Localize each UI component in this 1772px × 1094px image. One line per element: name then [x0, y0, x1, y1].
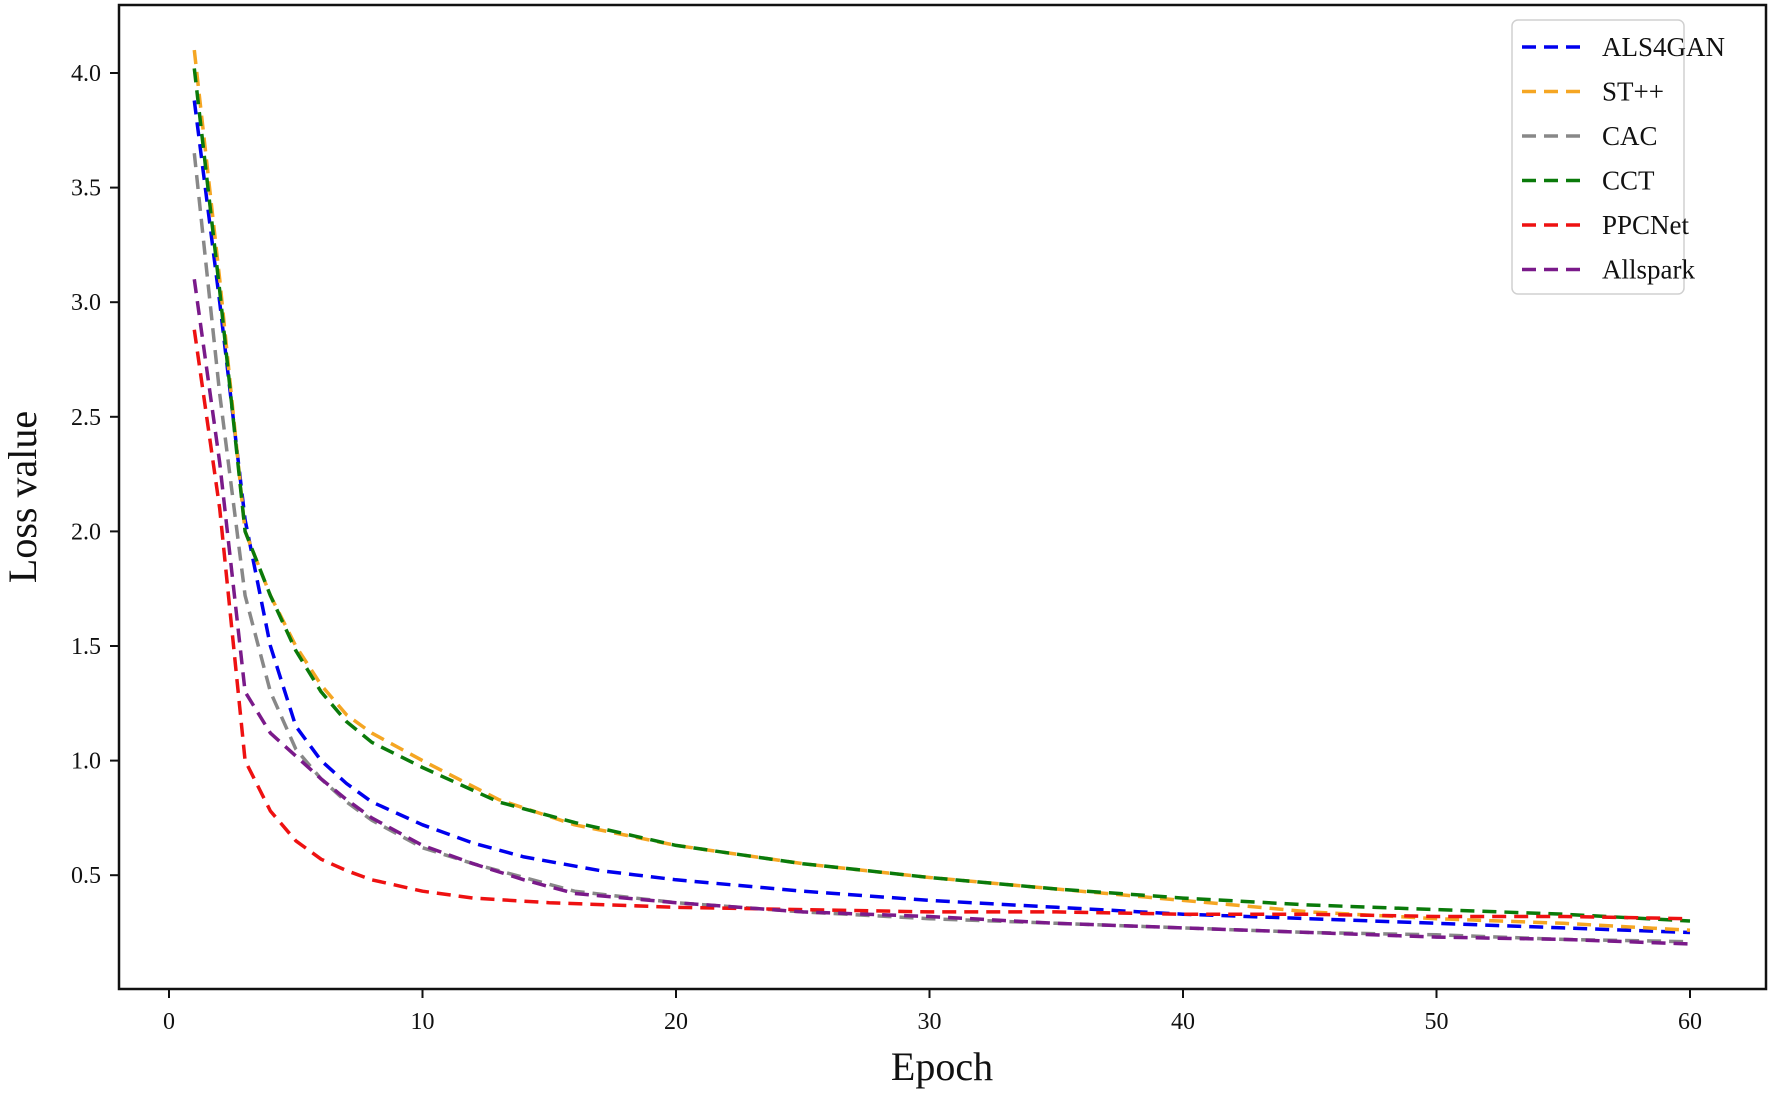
- series-line-cct: [192, 68, 1691, 923]
- y-axis-label: Loss value: [0, 411, 45, 583]
- y-tick-label: 2.5: [71, 405, 101, 431]
- series-line-als4gan: [192, 100, 1691, 935]
- legend-label: PPCNet: [1602, 210, 1690, 240]
- x-tick-label: 30: [918, 1009, 942, 1035]
- series-layer: [192, 49, 1691, 946]
- x-tick-label: 0: [163, 1009, 175, 1035]
- x-tick-label: 10: [411, 1009, 435, 1035]
- series-line-ppcnet: [192, 329, 1691, 921]
- y-tick-label: 3.5: [71, 176, 101, 202]
- plot-frame: [117, 3, 1768, 991]
- y-tick-label: 4.0: [71, 61, 101, 87]
- x-tick-label: 20: [664, 1009, 688, 1035]
- y-tick-label: 2.0: [71, 519, 101, 545]
- x-tick-label: 50: [1425, 1009, 1449, 1035]
- series-line-st-: [192, 49, 1691, 932]
- y-tick-label: 3.0: [71, 290, 101, 316]
- y-tick-label: 1.5: [71, 634, 101, 660]
- legend-label: CCT: [1602, 166, 1655, 196]
- legend-label: ST++: [1602, 77, 1664, 107]
- y-tick-label: 0.5: [71, 863, 101, 889]
- x-tick-label: 40: [1171, 1009, 1195, 1035]
- y-tick-label: 1.0: [71, 749, 101, 775]
- series-line-allspark: [192, 279, 1691, 946]
- legend-label: ALS4GAN: [1602, 32, 1725, 62]
- x-axis-label: Epoch: [891, 1044, 993, 1089]
- legend-label: CAC: [1602, 121, 1658, 151]
- x-tick-label: 60: [1678, 1009, 1702, 1035]
- x-axis-ticks: 0 10 20 30 40 50 60: [163, 989, 1702, 1035]
- legend: ALS4GAN ST++ CAC CCT PPCNet Allspark: [1511, 19, 1725, 295]
- y-axis-ticks: 0.5 1.0 1.5 2.0 2.5 3.0 3.5 4.0: [71, 61, 119, 889]
- legend-label: Allspark: [1602, 255, 1695, 285]
